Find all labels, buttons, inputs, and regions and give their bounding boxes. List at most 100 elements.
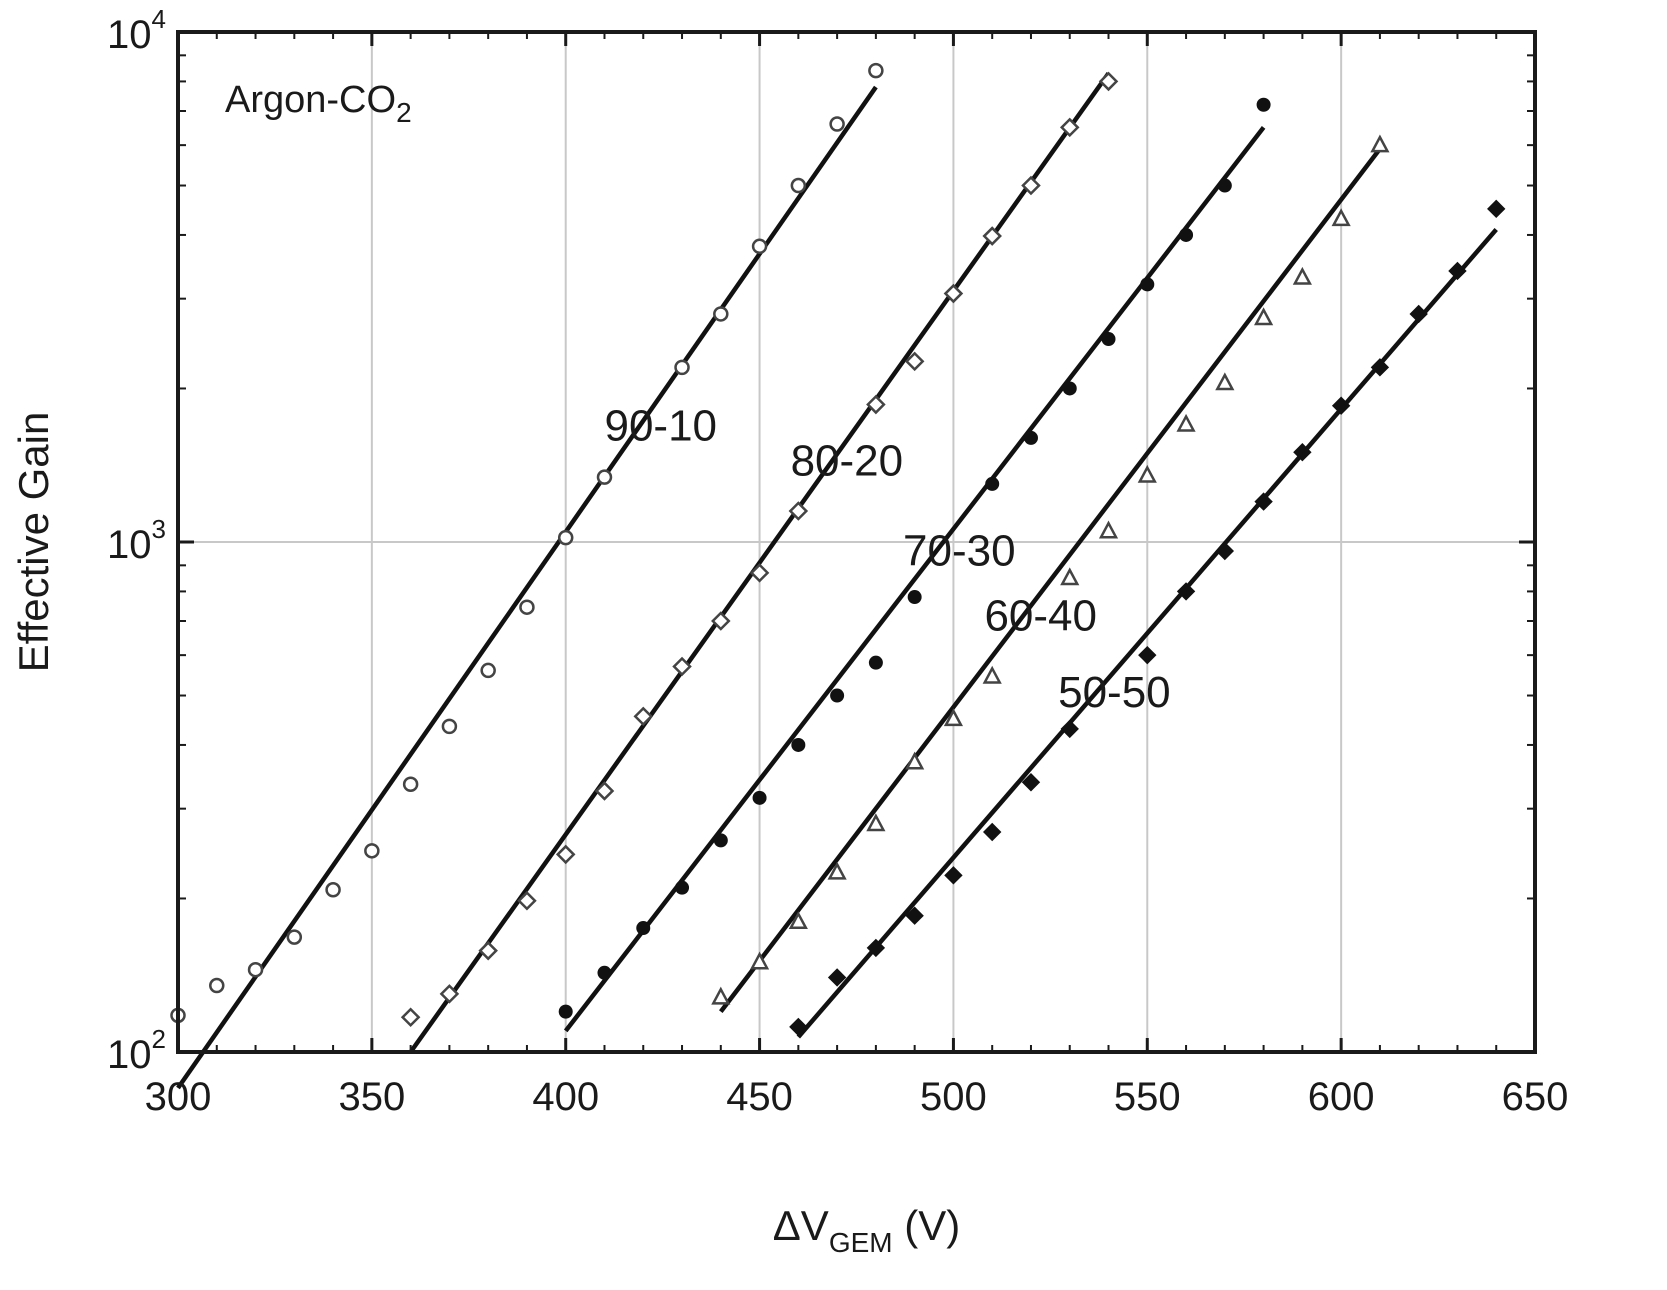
point-80-20: [517, 890, 537, 911]
point-80-20: [555, 844, 576, 865]
fit-line-70-30: [563, 126, 1266, 1033]
x-tick-label: 400: [532, 1075, 599, 1119]
point-70-30: [752, 790, 767, 805]
point-50-50: [1254, 492, 1273, 511]
point-90-10: [402, 776, 419, 792]
point-90-10: [364, 843, 380, 859]
y-tick-label: 102: [107, 1024, 166, 1077]
data-points: [170, 62, 1506, 1037]
point-90-10: [209, 977, 225, 994]
point-80-20: [633, 706, 654, 727]
point-80-20: [749, 563, 770, 583]
point-90-10: [596, 469, 613, 485]
point-60-40: [1176, 413, 1196, 432]
point-70-30: [1140, 277, 1155, 292]
point-90-10: [557, 529, 574, 546]
point-80-20: [478, 940, 498, 961]
point-80-20: [400, 1007, 421, 1027]
series-label-70-30: 70-30: [903, 526, 1016, 575]
x-tick-label: 550: [1114, 1075, 1181, 1119]
series-label-80-20: 80-20: [791, 437, 904, 486]
point-90-10: [829, 116, 845, 132]
point-60-40: [711, 986, 731, 1005]
point-90-10: [325, 882, 341, 898]
series-labels: 90-10 80-20 70-30 60-40 50-50: [604, 402, 1170, 717]
x-axis-label-main: ΔV: [773, 1202, 829, 1249]
fit-lines: [176, 71, 1498, 1090]
x-tick-label: 450: [726, 1075, 793, 1119]
point-50-50: [1215, 541, 1235, 561]
point-80-20: [866, 394, 886, 415]
x-axis-label-unit: (V): [893, 1202, 961, 1249]
point-60-40: [1215, 372, 1235, 391]
fit-line-90-10: [176, 85, 878, 1090]
point-50-50: [905, 906, 924, 925]
x-tick-label: 350: [338, 1075, 405, 1119]
point-50-50: [789, 1017, 808, 1037]
point-90-10: [790, 177, 807, 194]
point-90-10: [519, 599, 535, 615]
point-60-40: [788, 911, 808, 930]
point-60-40: [749, 951, 770, 970]
series-label-90-10: 90-10: [604, 402, 717, 451]
point-80-20: [439, 984, 460, 1004]
point-70-30: [985, 476, 1000, 491]
point-60-40: [982, 665, 1002, 684]
point-50-50: [1487, 199, 1506, 219]
plot-frame: [176, 30, 1537, 1054]
point-80-20: [982, 226, 1002, 246]
axis-ticks: 300 350 400 450 500 550 600 650 102 103 104: [107, 4, 1568, 1119]
point-50-50: [983, 822, 1002, 842]
point-60-40: [905, 751, 925, 770]
series-label-50-50: 50-50: [1058, 668, 1171, 717]
point-50-50: [827, 968, 847, 987]
point-70-30: [1023, 430, 1038, 445]
annotation-subscript: 2: [396, 97, 412, 128]
point-50-50: [1370, 358, 1390, 377]
point-50-50: [866, 938, 886, 958]
x-tick-label: 300: [145, 1075, 212, 1119]
point-50-50: [1293, 443, 1312, 462]
x-axis-label: ΔVGEM (V): [773, 1202, 961, 1258]
x-tick-label: 600: [1308, 1075, 1375, 1119]
point-60-40: [1137, 464, 1157, 483]
point-50-50: [1138, 645, 1157, 665]
point-70-30: [558, 1004, 573, 1019]
point-90-10: [286, 929, 303, 945]
point-70-30: [597, 965, 612, 980]
point-60-40: [1060, 567, 1080, 586]
point-70-30: [868, 655, 883, 670]
point-70-30: [636, 921, 651, 936]
point-50-50: [1331, 396, 1351, 415]
point-90-10: [868, 62, 884, 79]
point-80-20: [943, 283, 964, 304]
point-90-10: [441, 718, 458, 735]
y-axis-label: Effective Gain: [10, 412, 57, 673]
point-60-40: [1292, 266, 1312, 285]
point-50-50: [944, 866, 963, 885]
point-80-20: [1098, 71, 1119, 92]
point-70-30: [713, 833, 728, 848]
point-50-50: [1176, 582, 1196, 601]
point-80-20: [672, 656, 692, 677]
point-90-10: [751, 238, 768, 255]
point-80-20: [904, 351, 925, 372]
series-label-60-40: 60-40: [984, 592, 1097, 641]
point-50-50: [1409, 304, 1428, 324]
point-50-50: [1060, 719, 1079, 739]
x-tick-label: 500: [920, 1075, 987, 1119]
point-60-40: [1370, 134, 1390, 153]
point-70-30: [791, 737, 806, 752]
point-60-40: [1254, 307, 1274, 326]
point-90-10: [247, 961, 264, 978]
annotation-main: Argon-CO: [225, 79, 396, 121]
y-tick-label: 103: [107, 514, 166, 567]
y-tick-label: 104: [107, 4, 166, 57]
point-70-30: [830, 688, 845, 703]
point-70-30: [1101, 332, 1116, 347]
point-70-30: [1256, 97, 1271, 112]
point-70-30: [1217, 178, 1232, 193]
point-60-40: [1331, 208, 1351, 227]
fit-line-60-40: [719, 147, 1382, 1013]
